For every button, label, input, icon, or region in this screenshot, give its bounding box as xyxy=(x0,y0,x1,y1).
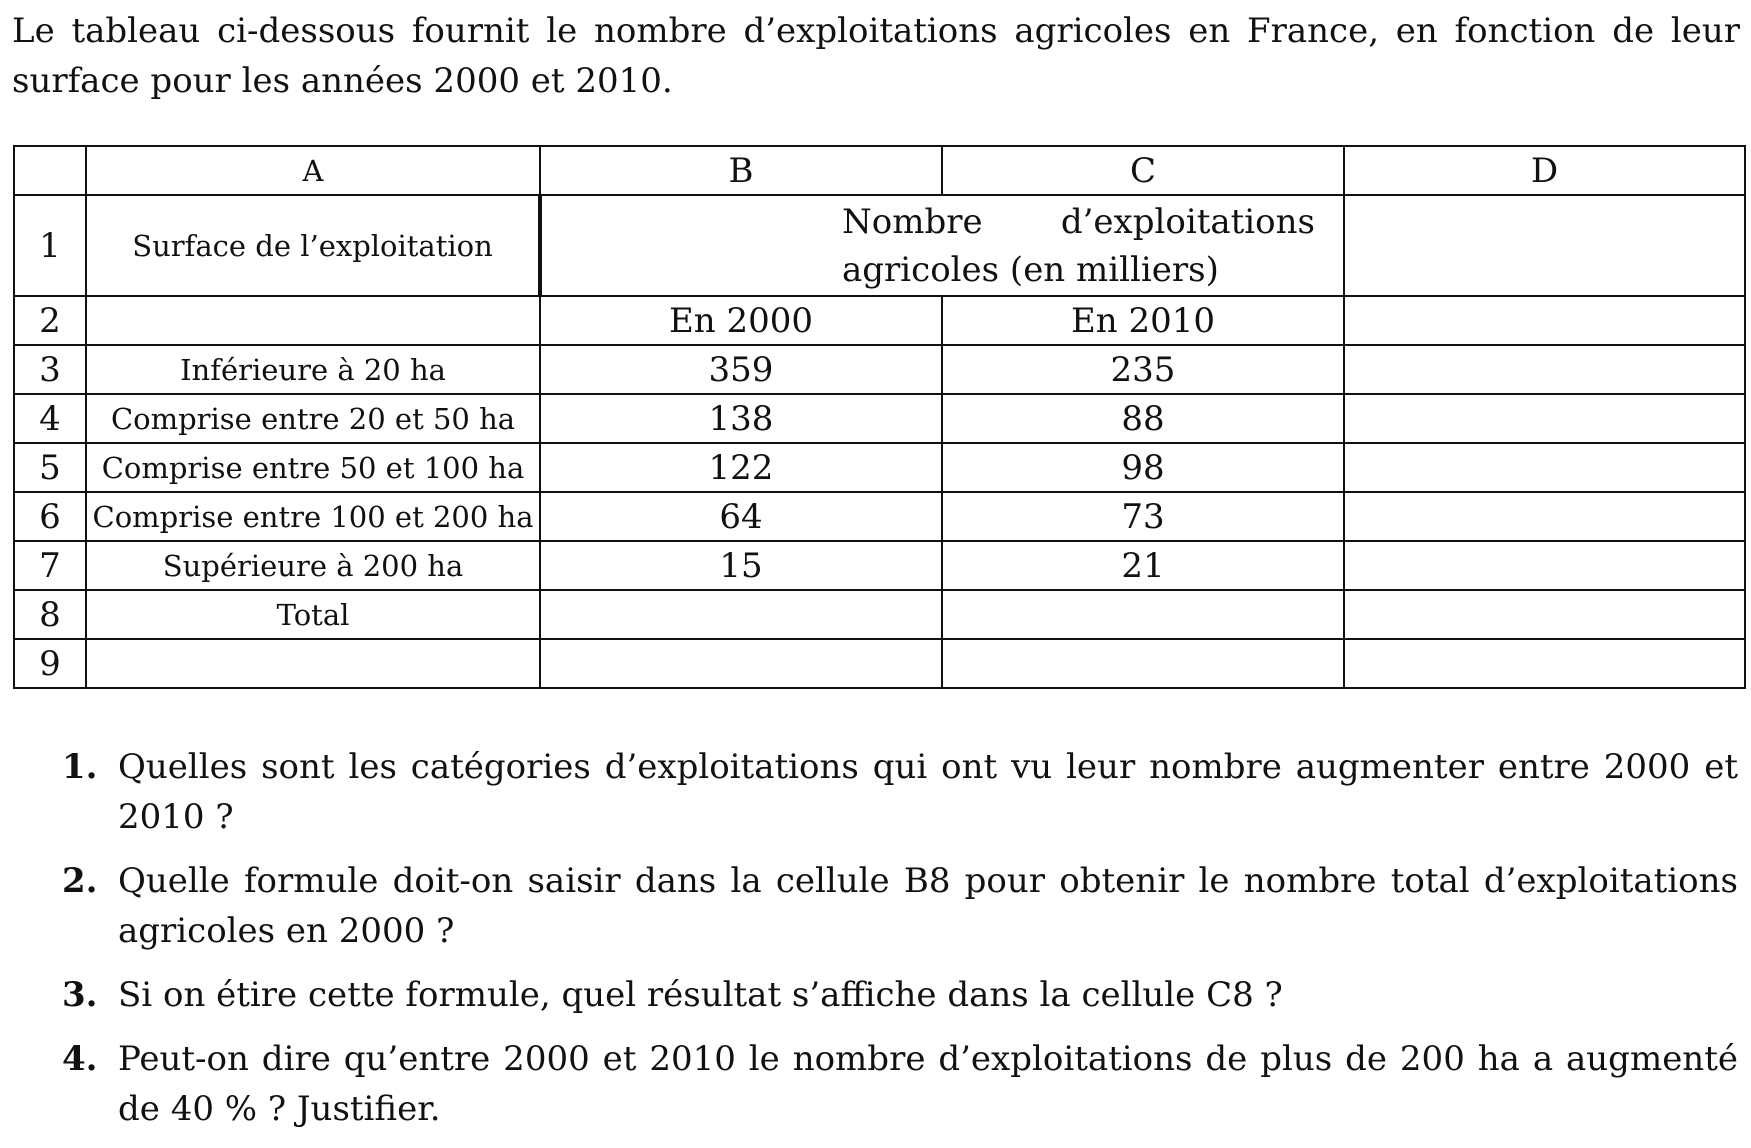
cell-a: Total xyxy=(85,589,541,640)
column-header-b: B xyxy=(539,145,943,196)
cell-a2 xyxy=(85,295,541,346)
question-text: Quelles sont les catégories d’exploitati… xyxy=(118,747,1738,837)
cell-d xyxy=(1343,393,1746,444)
column-header-a: A xyxy=(85,145,541,196)
column-header-row: A B C D xyxy=(13,145,1746,196)
cell-b2: En 2000 xyxy=(539,295,943,346)
cell-d xyxy=(1343,638,1746,689)
title-line-1: Nombre d’exploitations xyxy=(842,201,1315,242)
title-line-2: agricoles (en milliers) xyxy=(842,249,1219,290)
cell-b1-merged: Nombre d’exploitations agricoles (en mil… xyxy=(538,194,1345,297)
row-number: 5 xyxy=(13,442,87,493)
question-text: Quelle formule doit-on saisir dans la ce… xyxy=(118,861,1738,951)
table-row: 9 xyxy=(13,638,1746,689)
question-number: 1. xyxy=(62,747,98,787)
table-row: 8 Total xyxy=(13,589,1746,640)
cell-a: Comprise entre 20 et 50 ha xyxy=(85,393,541,444)
table-row: 6 Comprise entre 100 et 200 ha 64 73 xyxy=(13,491,1746,542)
row-number: 1 xyxy=(13,194,87,297)
corner-cell xyxy=(13,145,87,196)
cell-c: 73 xyxy=(941,491,1345,542)
question-number: 4. xyxy=(62,1039,98,1079)
question-number: 2. xyxy=(62,861,98,901)
intro-text: Le tableau ci-dessous fournit le nombre … xyxy=(12,11,1740,101)
question-item: 4. Peut-on dire qu’entre 2000 et 2010 le… xyxy=(0,1034,1738,1134)
row-number: 8 xyxy=(13,589,87,640)
cell-b: 15 xyxy=(539,540,943,591)
cell-d xyxy=(1343,491,1746,542)
cell-d xyxy=(1343,344,1746,395)
cell-c xyxy=(941,638,1345,689)
cell-b: 359 xyxy=(539,344,943,395)
cell-d1 xyxy=(1343,194,1746,297)
cell-a: Inférieure à 20 ha xyxy=(85,344,541,395)
cell-b: 122 xyxy=(539,442,943,493)
question-list: 1. Quelles sont les catégories d’exploit… xyxy=(0,742,1738,1148)
cell-d2 xyxy=(1343,295,1746,346)
row-number: 4 xyxy=(13,393,87,444)
table-row: 1 Surface de l’exploitation Nombre d’exp… xyxy=(13,194,1746,297)
table-row: 5 Comprise entre 50 et 100 ha 122 98 xyxy=(13,442,1746,493)
spreadsheet-table: A B C D 1 Surface de l’exploitation Nomb… xyxy=(13,145,1746,689)
row-number: 6 xyxy=(13,491,87,542)
row-number: 7 xyxy=(13,540,87,591)
cell-c2: En 2010 xyxy=(941,295,1345,346)
cell-b: 64 xyxy=(539,491,943,542)
question-text: Peut-on dire qu’entre 2000 et 2010 le no… xyxy=(118,1039,1738,1129)
cell-b: 138 xyxy=(539,393,943,444)
cell-a: Comprise entre 50 et 100 ha xyxy=(85,442,541,493)
column-header-d: D xyxy=(1343,145,1746,196)
cell-a xyxy=(85,638,541,689)
row-number: 3 xyxy=(13,344,87,395)
table-row: 7 Supérieure à 200 ha 15 21 xyxy=(13,540,1746,591)
cell-d xyxy=(1343,540,1746,591)
table-row: 3 Inférieure à 20 ha 359 235 xyxy=(13,344,1746,395)
cell-c: 21 xyxy=(941,540,1345,591)
question-item: 2. Quelle formule doit-on saisir dans la… xyxy=(0,856,1738,956)
cell-a: Supérieure à 200 ha xyxy=(85,540,541,591)
cell-c: 235 xyxy=(941,344,1345,395)
question-item: 1. Quelles sont les catégories d’exploit… xyxy=(0,742,1738,842)
cell-d xyxy=(1343,589,1746,640)
cell-a1: Surface de l’exploitation xyxy=(85,194,541,297)
cell-c: 98 xyxy=(941,442,1345,493)
question-item: 3. Si on étire cette formule, quel résul… xyxy=(0,970,1738,1020)
cell-c: 88 xyxy=(941,393,1345,444)
row-number: 2 xyxy=(13,295,87,346)
cell-d xyxy=(1343,442,1746,493)
column-header-c: C xyxy=(941,145,1345,196)
cell-a: Comprise entre 100 et 200 ha xyxy=(85,491,541,542)
table-row: 4 Comprise entre 20 et 50 ha 138 88 xyxy=(13,393,1746,444)
row-number: 9 xyxy=(13,638,87,689)
cell-b xyxy=(539,589,943,640)
table-row: 2 En 2000 En 2010 xyxy=(13,295,1746,346)
question-text: Si on étire cette formule, quel résultat… xyxy=(118,975,1283,1015)
cell-b xyxy=(539,638,943,689)
question-number: 3. xyxy=(62,975,98,1015)
cell-c xyxy=(941,589,1345,640)
